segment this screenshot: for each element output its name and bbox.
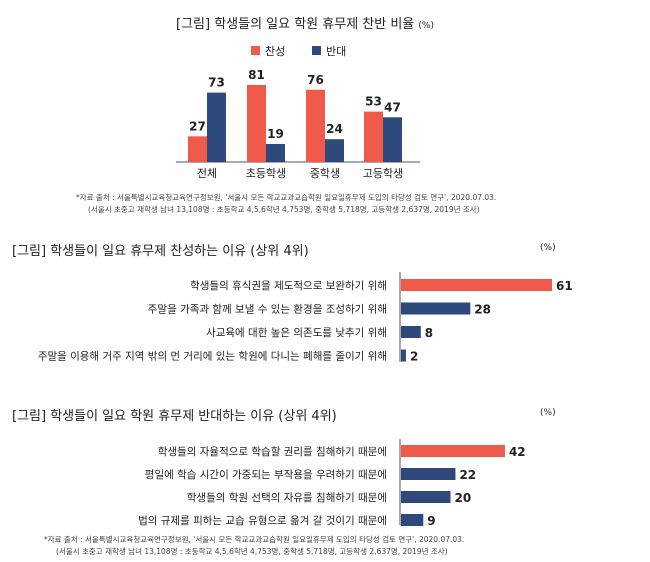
data-label-oppose-2: 24 — [326, 122, 343, 136]
data-label-oppose-1: 19 — [267, 127, 284, 141]
chart1-source: *자료 출처 : 서울특별시교육청교육연구정보원, '서울시 모든 학교교과교습… — [76, 192, 496, 216]
chart3-category-label-2: 학생들의 학원 선택의 자유를 침해하기 때문에 — [187, 491, 387, 504]
legend-swatch-agree — [251, 46, 260, 55]
chart2-unit: (%) — [540, 243, 556, 253]
chart2-value-label-0: 61 — [556, 279, 573, 293]
chart1-title: [그림] 학생들의 일요 학원 휴무제 찬반 비율 (%) — [176, 13, 434, 32]
data-label-agree-2: 76 — [307, 73, 324, 87]
chart2-bar-0 — [401, 279, 552, 291]
chart3-horizontal-bar-chart: 학생들의 자율적으로 학습할 권리를 침해하기 때문에 42 평일에 학습 시간이 … — [138, 439, 526, 528]
x-tick-label-0: 전체 — [197, 167, 217, 180]
chart3-unit: (%) — [540, 408, 556, 418]
bar-agree-1 — [247, 85, 266, 162]
chart2-value-label-2: 8 — [425, 326, 433, 340]
chart3-value-label-1: 22 — [459, 468, 476, 482]
chart2-bar-3 — [401, 349, 406, 362]
chart2-value-label-3: 2 — [410, 350, 418, 364]
legend-swatch-oppose — [312, 46, 321, 55]
chart3-source-line2: (서울시 초중고 재학생 남녀 13,108명 : 초등학교 4,5,6학년 4… — [56, 547, 448, 556]
legend-item-agree: 찬성 — [251, 44, 285, 58]
chart1-vertical-bar-chart: 찬성 반대 27 73 전체 81 19 초등학생 76 24 중학생 53 47 고등학생 — [176, 44, 420, 180]
chart2-bar-1 — [401, 302, 471, 315]
chart3-category-label-1: 평일에 학습 시간이 가중되는 부작용을 우려하기 때문에 — [145, 468, 387, 481]
chart3-source-line1: *자료 출처 : 서울특별시교육청교육연구정보원, '서울시 모든 학교교과교습… — [44, 535, 465, 544]
chart2-value-label-1: 28 — [474, 303, 491, 317]
chart1-source-line1: *자료 출처 : 서울특별시교육청교육연구정보원, '서울시 모든 학교교과교습… — [76, 193, 497, 202]
chart1-unit: (%) — [418, 21, 434, 31]
chart2-horizontal-bar-chart: 학생들의 휴식권을 제도적으로 보완하기 위해 61 주말을 가족과 함께 보낼 수… — [38, 272, 573, 364]
chart3-bar-0 — [401, 445, 505, 457]
legend-label-oppose: 반대 — [326, 45, 346, 58]
chart3-category-label-0: 학생들의 자율적으로 학습할 권리를 침해하기 때문에 — [158, 445, 387, 458]
x-tick-label-2: 중학생 — [310, 167, 340, 180]
chart3-source: *자료 출처 : 서울특별시교육청교육연구정보원, '서울시 모든 학교교과교습… — [44, 534, 464, 558]
chart2-category-label-0: 학생들의 휴식권을 제도적으로 보완하기 위해 — [190, 279, 387, 292]
bar-agree-0 — [188, 136, 207, 162]
bar-oppose-3 — [383, 117, 402, 162]
chart3-value-label-2: 20 — [455, 491, 472, 505]
bar-oppose-0 — [207, 92, 226, 162]
chart2-category-label-2: 사교육에 대한 높은 의존도를 낮추기 위해 — [206, 326, 387, 339]
chart1-title-text: [그림] 학생들의 일요 학원 휴무제 찬반 비율 — [176, 17, 415, 32]
chart2-category-label-3: 주말을 이용해 거주 지역 밖의 먼 거리에 있는 학원에 다니는 폐해를 줄이… — [38, 350, 387, 363]
chart3-bar-1 — [401, 468, 456, 480]
data-label-oppose-3: 47 — [384, 100, 401, 114]
chart2-title: [그림] 학생들이 일요 휴무제 찬성하는 이유 (상위 4위) — [12, 244, 309, 259]
chart2-category-label-1: 주말을 가족과 함께 보낼 수 있는 환경을 조성하기 위해 — [148, 303, 387, 316]
data-label-agree-1: 81 — [248, 68, 265, 82]
legend-label-agree: 찬성 — [265, 44, 285, 58]
chart3-title: [그림] 학생들이 일요 학원 휴무제 반대하는 이유 (상위 4위) — [12, 409, 337, 424]
bar-agree-2 — [306, 89, 325, 162]
chart3-category-label-3: 법의 규제를 피하는 교습 유형으로 옮겨 갈 것이기 때문에 — [138, 514, 387, 527]
chart3-bar-2 — [401, 491, 451, 503]
bar-oppose-1 — [266, 143, 285, 162]
legend-item-oppose: 반대 — [312, 45, 346, 58]
chart3-value-label-3: 9 — [427, 514, 435, 528]
chart1-source-line2: (서울시 초중고 재학생 남녀 13,108명 : 초등학교 4,5,6학년 4… — [88, 205, 480, 214]
chart2-bar-2 — [401, 326, 421, 338]
data-label-agree-3: 53 — [365, 95, 382, 109]
chart3-value-label-0: 42 — [509, 445, 526, 459]
chart3-bar-3 — [401, 514, 424, 526]
bar-oppose-2 — [325, 139, 344, 162]
bar-agree-3 — [364, 111, 383, 162]
data-label-agree-0: 27 — [189, 119, 206, 133]
x-tick-label-3: 고등학생 — [363, 167, 403, 180]
data-label-oppose-0: 73 — [208, 76, 225, 90]
x-tick-label-1: 초등학생 — [246, 167, 286, 180]
